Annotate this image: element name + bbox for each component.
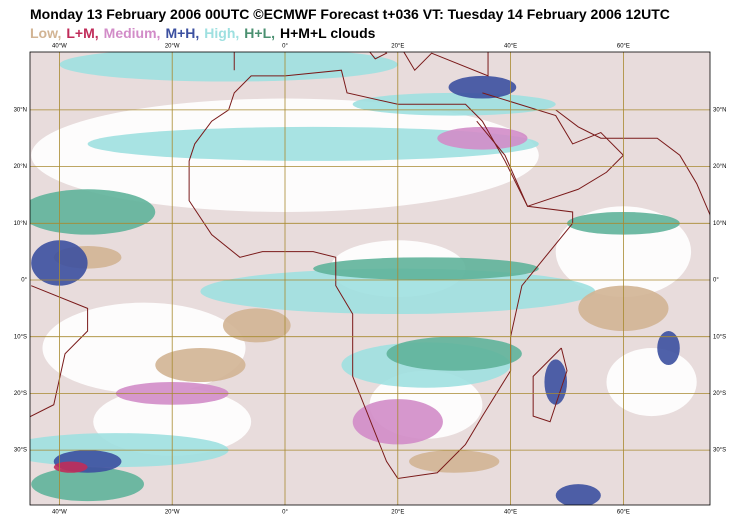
lon-label: 60°E <box>617 44 630 50</box>
coastline <box>476 92 625 207</box>
cloud <box>155 348 246 383</box>
coastline <box>555 109 710 217</box>
cloud <box>555 484 601 505</box>
coastline <box>233 52 489 77</box>
coastline <box>30 285 89 418</box>
cloud <box>448 75 517 99</box>
lon-label: 0° <box>282 510 288 516</box>
cloud <box>386 336 522 371</box>
lon-label: 40°E <box>504 44 517 50</box>
lon-label: 40°W <box>52 510 67 516</box>
legend-item: H+L, <box>244 25 276 41</box>
lon-label: 60°E <box>617 510 630 516</box>
cloud <box>409 450 500 473</box>
cloud <box>657 331 680 366</box>
legend: Low, L+M, Medium, M+H, High, H+L, H+M+L clouds <box>30 25 380 41</box>
lat-label: 30°S <box>713 448 726 454</box>
lat-label: 10°N <box>713 221 726 227</box>
frame <box>29 51 711 506</box>
coastline <box>188 69 574 479</box>
lat-label: 20°S <box>14 391 27 397</box>
lat-label: 0° <box>713 278 719 284</box>
coastline <box>532 347 568 423</box>
cloud <box>313 257 539 280</box>
lat-label: 30°N <box>713 107 726 113</box>
lon-label: 40°E <box>504 510 517 516</box>
legend-item: L+M, <box>66 25 99 41</box>
cloud <box>87 126 539 161</box>
legend-item: M+H, <box>165 25 200 41</box>
lat-label: 10°S <box>14 334 27 340</box>
cloud <box>59 52 398 82</box>
cloud <box>222 308 291 343</box>
cloud <box>437 126 528 150</box>
lon-label: 20°W <box>165 510 180 516</box>
legend-item: H+M+L clouds <box>280 25 376 41</box>
lat-label: 20°N <box>713 164 726 170</box>
lat-label: 10°N <box>14 221 27 227</box>
lon-label: 20°E <box>391 44 404 50</box>
lon-label: 0° <box>282 44 288 50</box>
cloud <box>606 348 697 417</box>
legend-item: Low, <box>30 25 62 41</box>
lon-label: 20°W <box>165 44 180 50</box>
lat-label: 10°S <box>713 334 726 340</box>
lon-label: 40°W <box>52 44 67 50</box>
lat-label: 30°N <box>14 107 27 113</box>
lat-label: 0° <box>21 278 27 284</box>
legend-item: Medium, <box>103 25 161 41</box>
title: Monday 13 February 2006 00UTC ©ECMWF For… <box>30 6 670 22</box>
legend-item: High, <box>204 25 240 41</box>
lon-label: 20°E <box>391 510 404 516</box>
lat-label: 20°S <box>713 391 726 397</box>
cloud <box>53 461 88 473</box>
lat-label: 20°N <box>14 164 27 170</box>
lat-label: 30°S <box>14 448 27 454</box>
cloud <box>30 189 156 235</box>
